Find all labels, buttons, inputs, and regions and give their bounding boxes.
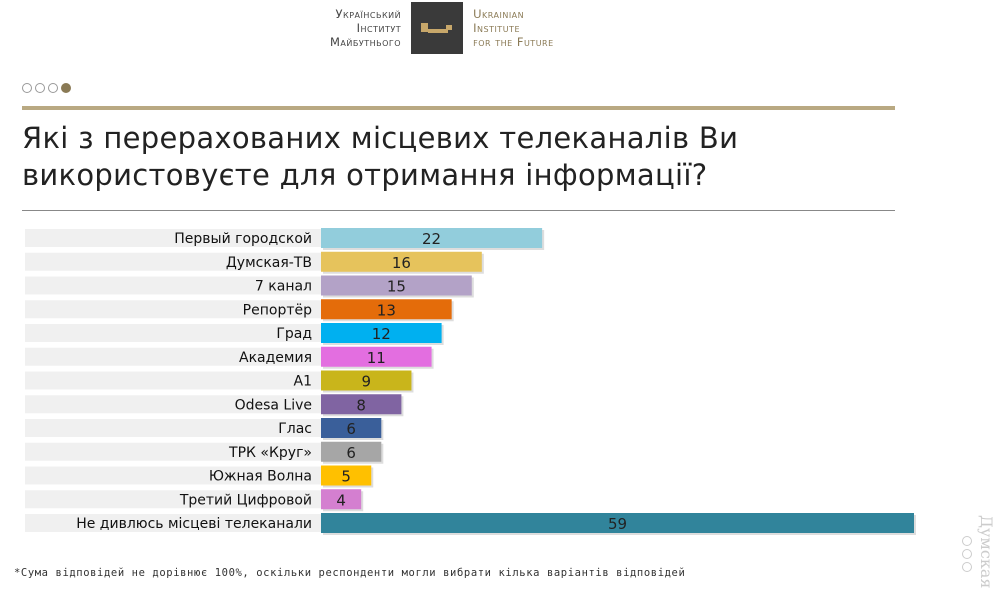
page-dot[interactable]	[35, 83, 45, 93]
data-label: 22	[422, 230, 441, 248]
chart-title: Які з перерахованих місцевих телеканалів…	[22, 121, 739, 192]
bar	[321, 228, 543, 248]
category-label: А1	[294, 374, 312, 390]
data-label: 13	[377, 301, 396, 319]
bar	[321, 513, 914, 533]
data-label: 16	[392, 254, 411, 272]
category-label: Глас	[278, 421, 312, 437]
watermark-dots	[962, 536, 972, 572]
logo-ua-line: Український	[335, 7, 402, 21]
bar	[321, 465, 372, 486]
data-label: 6	[346, 444, 356, 462]
logo-text-en: Ukrainian Institute for the Future	[473, 7, 554, 49]
label-background	[25, 371, 321, 390]
logo-en-line: Ukrainian	[473, 7, 525, 21]
data-label: 4	[336, 491, 346, 509]
title-rule	[22, 210, 895, 211]
label-background	[25, 466, 321, 485]
page-dot[interactable]	[48, 83, 58, 93]
bar	[321, 299, 452, 320]
category-label: Думская-ТВ	[226, 255, 312, 271]
data-label: 59	[608, 515, 627, 533]
slide-pagination	[22, 83, 71, 93]
label-background	[25, 395, 321, 414]
bar	[321, 441, 382, 462]
bar	[321, 370, 412, 391]
category-label: Не дивлюсь місцеві телеканали	[76, 516, 312, 532]
bar	[321, 251, 482, 272]
category-label: Репортёр	[243, 302, 312, 318]
page-dot-active[interactable]	[61, 83, 71, 93]
watermark: Думская	[977, 515, 996, 589]
category-label: 7 канал	[255, 279, 312, 295]
label-background	[25, 419, 321, 437]
logo-ua-line: Інститут	[356, 21, 402, 35]
data-label: 9	[361, 373, 371, 391]
category-label: ТРК «Круг»	[228, 445, 312, 461]
logo-ua-line: Майбутнього	[330, 35, 402, 49]
bar	[321, 394, 402, 415]
logo-en-line: for the Future	[473, 35, 554, 49]
label-background	[25, 229, 321, 247]
label-background	[25, 514, 321, 532]
category-label: Южная Волна	[209, 469, 312, 485]
category-label: Третий Цифровой	[179, 492, 312, 508]
bar	[321, 275, 472, 296]
logo-text-ua: Український Інститут Майбутнього	[330, 7, 401, 49]
data-label: 12	[372, 325, 391, 343]
bar	[321, 346, 432, 367]
top-rule	[22, 106, 895, 110]
bar	[321, 489, 362, 510]
label-background	[25, 442, 321, 461]
category-label: Первый городской	[174, 231, 312, 247]
label-background	[25, 347, 321, 366]
institute-logo: Український Інститут Майбутнього Ukraini…	[330, 2, 554, 54]
logo-en-line: Institute	[473, 21, 520, 35]
bar	[321, 323, 442, 343]
page-dot[interactable]	[22, 83, 32, 93]
category-label: Odesa Live	[235, 397, 312, 413]
bar	[321, 418, 382, 438]
label-background	[25, 276, 321, 295]
data-label: 11	[367, 349, 386, 367]
data-label: 6	[346, 420, 356, 438]
data-label: 5	[341, 468, 351, 486]
label-background	[25, 300, 321, 319]
category-label: Академия	[239, 350, 312, 366]
label-background	[25, 252, 321, 271]
data-label: 15	[387, 278, 406, 296]
category-label: Град	[276, 326, 312, 342]
key-icon	[411, 2, 464, 54]
footnote: *Сума відповідей не дорівнює 100%, оскіл…	[14, 567, 686, 579]
label-background	[25, 324, 321, 342]
data-label: 8	[356, 396, 366, 414]
label-background	[25, 490, 321, 509]
